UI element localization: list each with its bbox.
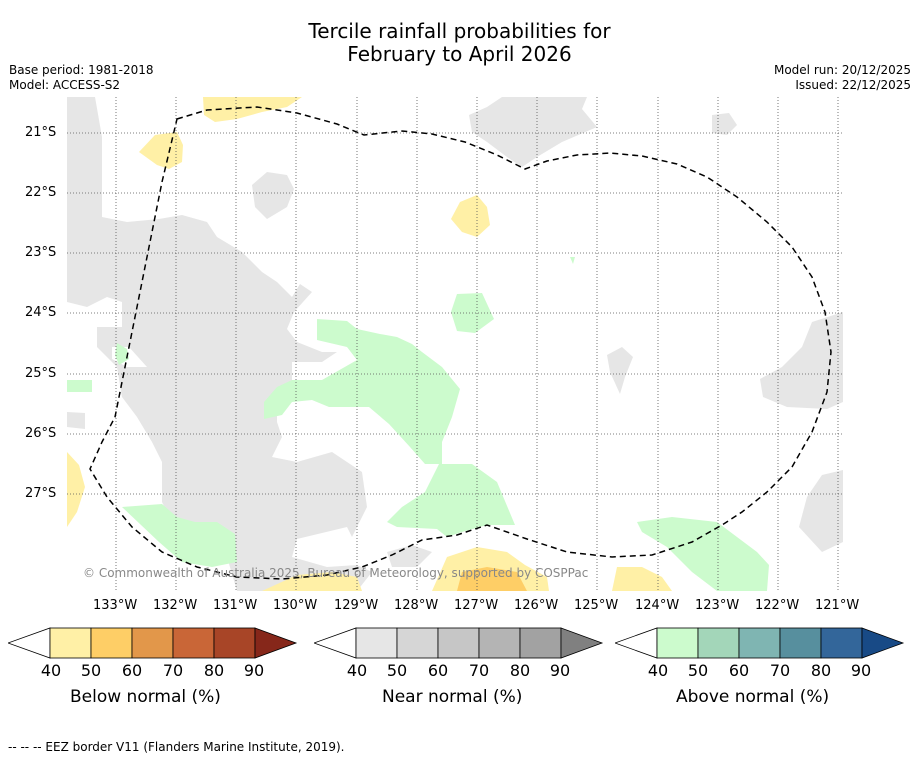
near-normal-label: Near normal (%): [382, 687, 523, 707]
lon-label-132w: 132°W: [153, 598, 198, 613]
colorbar-swatch-90: [254, 627, 298, 659]
colorbar-swatch-80: [519, 627, 562, 659]
lat-label-24s: 24°S: [25, 305, 57, 320]
colorbar-swatch-90: [560, 627, 604, 659]
colorbar-swatch-70: [172, 627, 215, 659]
above-tick-80: 80: [810, 661, 832, 680]
above-normal-patch-5: [570, 257, 575, 264]
above-tick-70: 70: [769, 661, 791, 680]
above-normal-east-region: [637, 517, 769, 591]
near-normal-colorbar: [314, 627, 604, 659]
lon-label-127w: 127°W: [454, 598, 499, 613]
near-normal-islet: [210, 279, 232, 301]
eez-footnote: -- -- -- EEZ border V11 (Flanders Marine…: [8, 740, 345, 754]
near-tick-40: 40: [346, 661, 368, 680]
colorbar-swatch-50: [697, 627, 740, 659]
below-normal-south-3: [612, 567, 672, 591]
lat-label-25s: 25°S: [25, 366, 57, 381]
issued-date: Issued: 22/12/2025: [795, 78, 911, 92]
above-normal-patch-2: [122, 504, 237, 567]
near-tick-50: 50: [386, 661, 408, 680]
colorbar-under-arrow: [314, 627, 357, 659]
colorbar-swatch-90: [861, 627, 905, 659]
above-normal-patch-3: [115, 343, 129, 365]
near-normal-west-region: [67, 97, 372, 591]
colorbar-swatch-40: [49, 627, 92, 659]
near-normal-east-region: [760, 312, 843, 409]
colorbar-swatch-70: [478, 627, 521, 659]
below-normal-west-edge: [67, 452, 85, 527]
lon-label-130w: 130°W: [273, 598, 318, 613]
above-tick-40: 40: [647, 661, 669, 680]
near-normal-southeast-region: [799, 470, 843, 552]
below-normal-50-patch: [457, 567, 527, 591]
above-tick-60: 60: [728, 661, 750, 680]
colorbar-swatch-60: [437, 627, 480, 659]
above-normal-colorbar: [615, 627, 905, 659]
lat-label-23s: 23°S: [25, 245, 57, 260]
lon-label-122w: 122°W: [755, 598, 800, 613]
near-normal-patch-4: [387, 545, 432, 567]
base-period: Base period: 1981-2018: [9, 63, 154, 77]
colorbar-swatch-50: [396, 627, 439, 659]
colorbar-swatch-60: [131, 627, 174, 659]
colorbar-swatch-40: [656, 627, 699, 659]
near-normal-west-strip: [67, 412, 85, 429]
near-normal-regions: [67, 97, 843, 591]
colorbar-swatch-60: [738, 627, 781, 659]
colorbar-swatch-80: [820, 627, 863, 659]
model-run: Model run: 20/12/2025: [773, 63, 911, 77]
near-tick-70: 70: [468, 661, 490, 680]
below-tick-90: 90: [243, 661, 265, 680]
near-normal-patch-3: [607, 347, 633, 394]
colorbar-swatch-80: [213, 627, 256, 659]
above-normal-central-region: [264, 319, 515, 537]
lat-label-26s: 26°S: [25, 426, 57, 441]
above-normal-label: Above normal (%): [676, 687, 830, 707]
above-tick-50: 50: [687, 661, 709, 680]
map-panel: © Commonwealth of Australia 2025, Bureau…: [67, 97, 843, 591]
near-tick-90: 90: [549, 661, 571, 680]
eez-border: [89, 106, 832, 580]
near-normal-patch-1: [252, 172, 294, 219]
below-tick-80: 80: [203, 661, 225, 680]
lon-label-125w: 125°W: [574, 598, 619, 613]
map-title-line2: February to April 2026: [347, 42, 572, 66]
above-normal-patch-4: [67, 380, 92, 392]
colorbar-swatch-40: [355, 627, 398, 659]
lon-label-124w: 124°W: [635, 598, 680, 613]
below-normal-colorbar: [8, 627, 298, 659]
near-tick-60: 60: [427, 661, 449, 680]
lat-label-22s: 22°S: [25, 185, 57, 200]
lat-label-27s: 27°S: [25, 486, 57, 501]
below-tick-40: 40: [40, 661, 62, 680]
lon-label-129w: 129°W: [334, 598, 379, 613]
below-tick-50: 50: [80, 661, 102, 680]
below-normal-label: Below normal (%): [70, 687, 221, 707]
lon-label-128w: 128°W: [394, 598, 439, 613]
lon-label-123w: 123°W: [695, 598, 740, 613]
near-normal-north-region: [469, 97, 597, 167]
map-canvas: [67, 97, 843, 591]
map-title-line1: Tercile rainfall probabilities for: [308, 19, 611, 43]
near-normal-patch-2: [712, 113, 737, 135]
colorbar-swatch-50: [90, 627, 133, 659]
below-normal-patch-1: [203, 97, 302, 122]
near-tick-80: 80: [509, 661, 531, 680]
below-normal-south-2: [262, 572, 362, 591]
lat-label-21s: 21°S: [25, 125, 57, 140]
below-tick-60: 60: [121, 661, 143, 680]
above-tick-90: 90: [850, 661, 872, 680]
copyright-notice: © Commonwealth of Australia 2025, Bureau…: [83, 566, 589, 580]
model-name: Model: ACCESS-S2: [9, 78, 121, 92]
colorbar-swatch-70: [779, 627, 822, 659]
lon-label-131w: 131°W: [213, 598, 258, 613]
below-tick-70: 70: [162, 661, 184, 680]
below-normal-patch-3: [451, 195, 490, 237]
colorbar-under-arrow: [615, 627, 658, 659]
lon-label-121w: 121°W: [815, 598, 860, 613]
colorbar-under-arrow: [8, 627, 51, 659]
lon-label-126w: 126°W: [514, 598, 559, 613]
lon-label-133w: 133°W: [93, 598, 138, 613]
